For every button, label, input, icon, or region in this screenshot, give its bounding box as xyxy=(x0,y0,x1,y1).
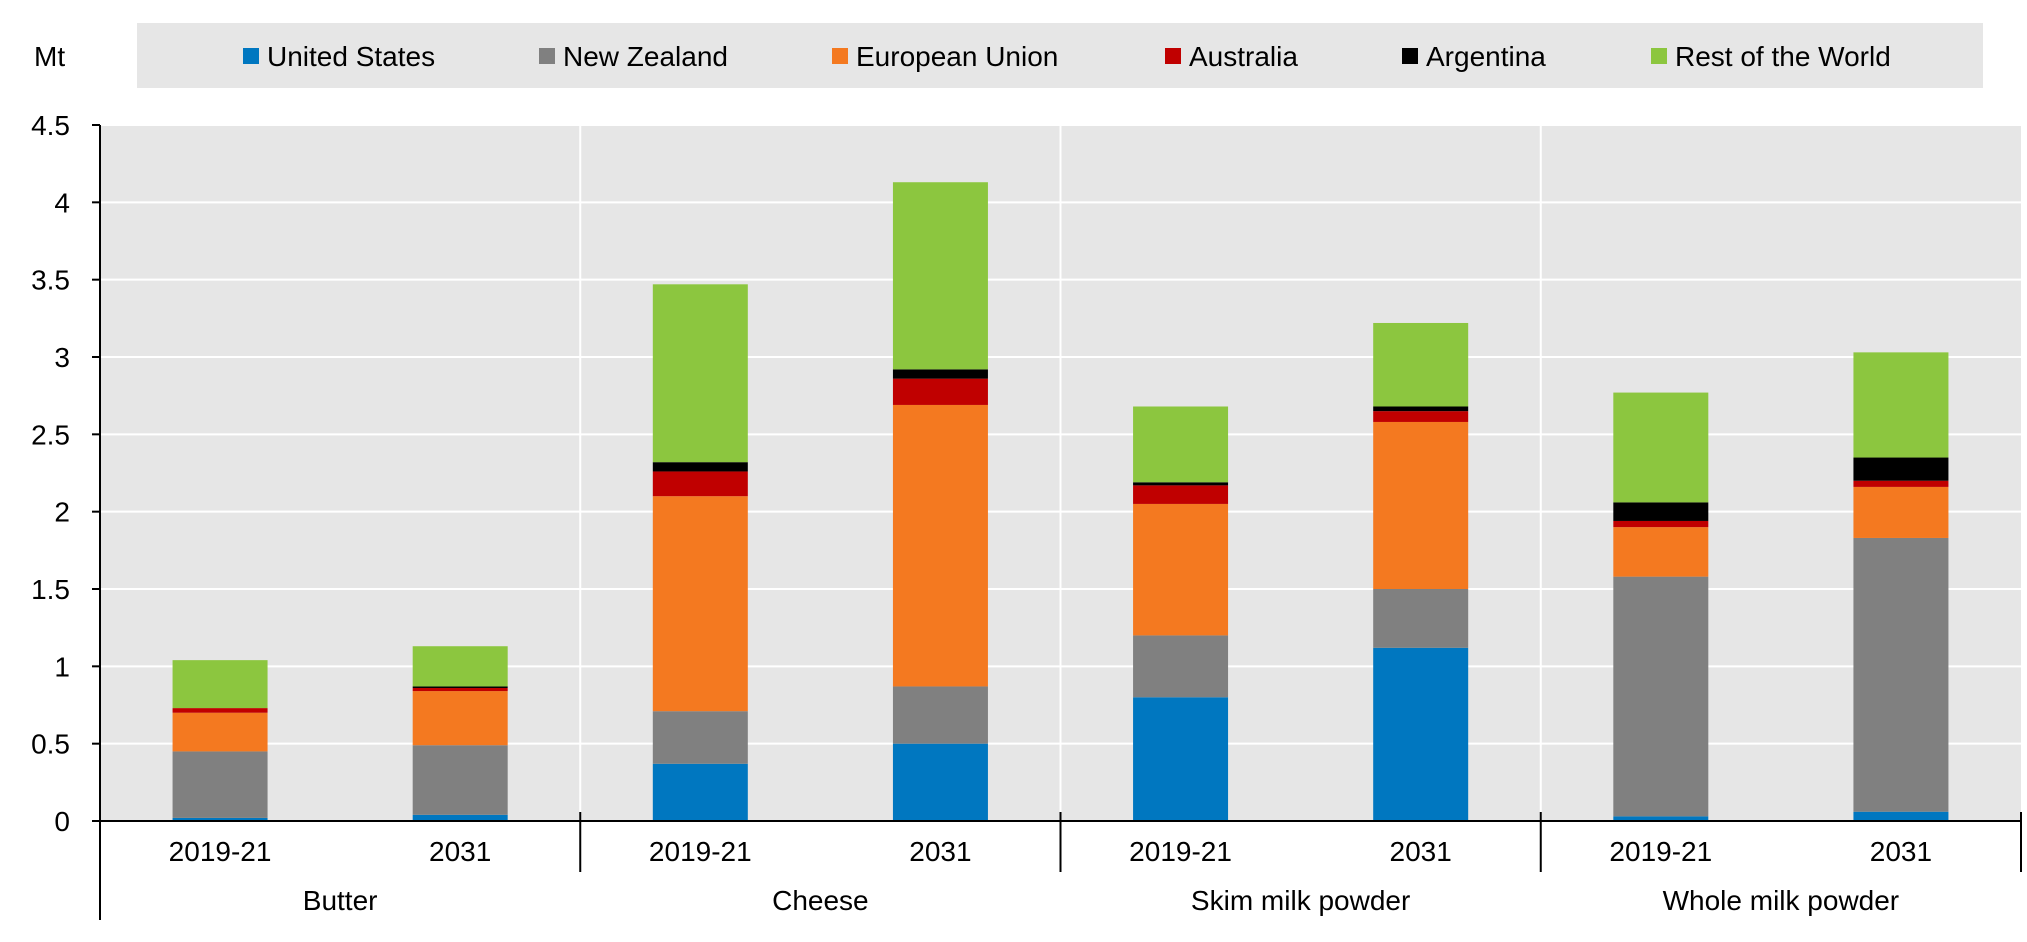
legend-swatch-rest-of-the-world xyxy=(1651,48,1667,64)
bar-segment-rest-of-the-world xyxy=(892,182,988,370)
x-category-label: 2019-21 xyxy=(649,836,752,867)
bar-segment-new-zealand xyxy=(652,711,748,764)
y-tick-label: 2.5 xyxy=(31,419,70,450)
group-label-skim-milk-powder: Skim milk powder xyxy=(1191,885,1410,916)
legend-swatch-united-states xyxy=(243,48,259,64)
y-tick-label: 1.5 xyxy=(31,574,70,605)
bar-segment-european-union xyxy=(1613,527,1709,577)
bar-segment-australia xyxy=(892,378,988,405)
group-label-butter: Butter xyxy=(303,885,378,916)
bar-segment-rest-of-the-world xyxy=(172,660,268,709)
bar-segment-united-states xyxy=(652,763,748,821)
bar-segment-australia xyxy=(1133,485,1229,504)
group-label-whole-milk-powder: Whole milk powder xyxy=(1663,885,1900,916)
y-tick-label: 0 xyxy=(54,806,70,837)
bars xyxy=(172,182,1949,821)
bar-segment-new-zealand xyxy=(1613,576,1709,817)
legend-label-argentina: Argentina xyxy=(1426,41,1546,72)
bar-segment-argentina xyxy=(652,462,748,472)
x-category-label: 2031 xyxy=(1390,836,1452,867)
group-separators xyxy=(579,125,1542,821)
x-category-label: 2031 xyxy=(1870,836,1932,867)
bar-segment-argentina xyxy=(892,369,988,379)
legend-background xyxy=(137,23,1983,88)
bar-segment-rest-of-the-world xyxy=(652,284,748,463)
bar-segment-new-zealand xyxy=(172,751,268,818)
bar-segment-rest-of-the-world xyxy=(412,646,508,687)
bar-segment-european-union xyxy=(1373,421,1469,589)
legend-label-european-union: European Union xyxy=(856,41,1058,72)
bar-segment-united-states xyxy=(1853,811,1949,821)
axes xyxy=(99,125,2022,920)
legend-label-united-states: United States xyxy=(267,41,435,72)
bar-segment-australia xyxy=(412,687,508,692)
x-category-label: 2019-21 xyxy=(1609,836,1712,867)
x-category-label: 2019-21 xyxy=(1129,836,1232,867)
bar-segment-united-states xyxy=(892,743,988,821)
x-category-labels: 2019-21 2031 2019-21 2031 2019-21 2031 2019-21… xyxy=(169,836,1932,867)
legend-swatch-european-union xyxy=(832,48,848,64)
bar-segment-united-states xyxy=(172,817,268,821)
legend-label-new-zealand: New Zealand xyxy=(563,41,728,72)
legend-swatch-argentina xyxy=(1402,48,1418,64)
bar-segment-argentina xyxy=(1853,457,1949,481)
bar-segment-new-zealand xyxy=(1373,589,1469,648)
y-tick-label: 4.5 xyxy=(31,110,70,141)
legend-swatch-new-zealand xyxy=(539,48,555,64)
bar-segment-rest-of-the-world xyxy=(1373,322,1469,407)
y-tick-label: 3 xyxy=(54,342,70,373)
y-tick-label: 3.5 xyxy=(31,265,70,296)
bar-segment-united-states xyxy=(1613,816,1709,821)
y-tick-label: 0.5 xyxy=(31,729,70,760)
bar-segment-european-union xyxy=(1853,486,1949,538)
bar-segment-argentina xyxy=(412,686,508,688)
y-tick-label: 2 xyxy=(54,497,70,528)
bar-segment-european-union xyxy=(892,404,988,687)
bar-segment-new-zealand xyxy=(892,686,988,744)
bar-segment-new-zealand xyxy=(1133,635,1229,698)
bar-segment-european-union xyxy=(652,496,748,712)
bar-segment-argentina xyxy=(1373,406,1469,412)
bar-segment-european-union xyxy=(412,691,508,746)
legend: United States New Zealand European Union Au… xyxy=(243,41,1891,72)
bar-segment-australia xyxy=(1373,411,1469,422)
y-axis-unit-label: Mt xyxy=(34,41,65,72)
bar-segment-australia xyxy=(1853,480,1949,487)
bar-segment-australia xyxy=(172,708,268,713)
legend-label-australia: Australia xyxy=(1189,41,1298,72)
y-tick-labels: 0 0.5 1 1.5 2 2.5 3 3.5 4 4.5 xyxy=(31,110,100,837)
x-category-label: 2031 xyxy=(429,836,491,867)
bar-segment-united-states xyxy=(1373,647,1469,821)
bar-segment-rest-of-the-world xyxy=(1613,392,1709,503)
bar-segment-new-zealand xyxy=(1853,537,1949,812)
bar-segment-united-states xyxy=(412,814,508,821)
group-label-cheese: Cheese xyxy=(772,885,869,916)
bar-segment-new-zealand xyxy=(412,745,508,815)
bar-segment-argentina xyxy=(1613,502,1709,521)
x-category-label: 2031 xyxy=(909,836,971,867)
bar-segment-rest-of-the-world xyxy=(1133,406,1229,483)
bar-segment-european-union xyxy=(1133,503,1229,636)
legend-label-rest-of-the-world: Rest of the World xyxy=(1675,41,1891,72)
bar-segment-argentina xyxy=(1133,482,1229,486)
y-tick-label: 4 xyxy=(54,187,70,218)
bar-segment-australia xyxy=(652,471,748,497)
bar-segment-australia xyxy=(1613,520,1709,528)
legend-swatch-australia xyxy=(1165,48,1181,64)
group-labels: Butter Cheese Skim milk powder Whole milk p… xyxy=(303,885,1899,916)
bar-segment-united-states xyxy=(1133,697,1229,821)
y-tick-label: 1 xyxy=(54,651,70,682)
x-category-label: 2019-21 xyxy=(169,836,272,867)
bar-segment-european-union xyxy=(172,712,268,752)
bar-segment-rest-of-the-world xyxy=(1853,352,1949,458)
